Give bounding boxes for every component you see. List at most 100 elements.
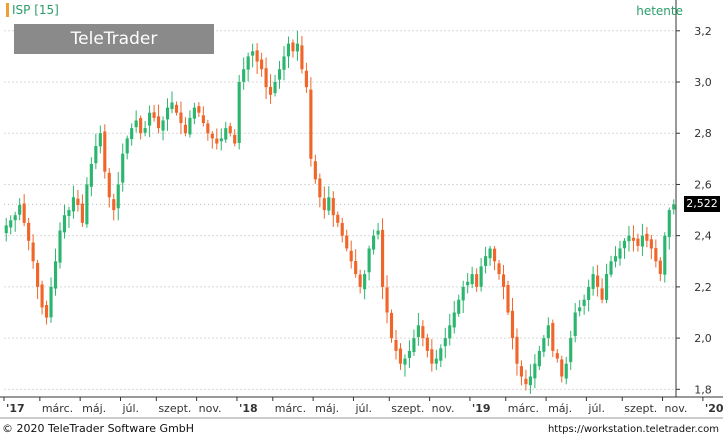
candle [76, 189, 80, 212]
candle [645, 226, 649, 248]
candle [492, 246, 497, 271]
candle-body [501, 274, 506, 287]
candle-body [4, 225, 8, 234]
candle [242, 57, 246, 90]
candle-body [139, 118, 143, 134]
candle [654, 239, 658, 268]
candle [233, 129, 237, 147]
candle-body [161, 120, 165, 131]
candle-body [416, 325, 420, 338]
candle-body [300, 45, 304, 70]
x-tick-label: júl. [121, 402, 139, 415]
x-tick-label: nov. [432, 402, 455, 415]
candle-body [596, 275, 600, 287]
candle [618, 240, 622, 266]
candle [488, 245, 492, 266]
candle-body [667, 210, 671, 238]
candle [264, 57, 268, 100]
candle [201, 106, 205, 127]
candle [165, 98, 170, 131]
candle [148, 105, 152, 138]
candle [452, 300, 456, 334]
candle-body [148, 112, 152, 126]
candle-body [260, 59, 264, 70]
candle-body [233, 134, 237, 144]
candle-body [210, 133, 214, 139]
candle [412, 329, 416, 356]
candle [385, 275, 389, 324]
candle-body [492, 248, 497, 262]
candle-body [519, 366, 524, 377]
candle-body [44, 305, 49, 318]
candle [206, 119, 210, 141]
x-tick-label: máj. [82, 402, 106, 415]
candle [596, 264, 600, 297]
candle-body [609, 261, 613, 275]
candle [340, 217, 344, 243]
candle-body [663, 235, 667, 275]
candle-body [130, 128, 134, 140]
candle [622, 238, 627, 259]
candle-body [134, 120, 138, 128]
candle-body [121, 153, 125, 183]
candle [407, 340, 412, 368]
candle [268, 74, 273, 104]
candle-body [228, 126, 232, 134]
candle-body [291, 42, 295, 52]
candle [578, 300, 582, 317]
candle-body [13, 215, 17, 221]
candle-body [246, 56, 250, 70]
x-tick-label: márc. [42, 402, 73, 415]
y-tick-label: 2,8 [694, 127, 712, 140]
candle-body [385, 287, 389, 313]
candle-body [398, 348, 403, 364]
candle-body [89, 163, 93, 187]
footer-url[interactable]: https://workstation.teletrader.com [547, 424, 719, 435]
candle [210, 131, 214, 149]
axis-layer: 3,2 3,0 2,8 2,6 2,4 2,2 2,0 1,8 '17 márc. máj. júl.… [0, 0, 723, 419]
candle-body [219, 138, 223, 142]
candle [277, 60, 282, 89]
candle [457, 294, 461, 317]
candle [152, 104, 156, 122]
candle [4, 217, 8, 242]
candle [89, 157, 93, 197]
candle [394, 329, 398, 360]
candle-body [542, 338, 546, 352]
candle [389, 309, 394, 343]
candle [9, 215, 13, 235]
candle-body [604, 274, 609, 300]
x-tick-label: '17 [6, 402, 25, 415]
candle [546, 317, 550, 347]
candle-body [488, 248, 492, 259]
candle [555, 349, 559, 363]
candle-body [573, 312, 577, 337]
x-tick-label: szept. [624, 402, 657, 415]
y-tick-label: 2,0 [694, 332, 712, 345]
candle [667, 207, 671, 250]
candle [156, 104, 161, 134]
candle-layer [4, 30, 676, 394]
candle [354, 249, 358, 278]
candle-body [264, 68, 268, 88]
candle [183, 117, 188, 137]
candle-body [170, 102, 174, 110]
candle-body [224, 128, 228, 140]
candle-body [457, 299, 461, 314]
candle-body [322, 198, 326, 211]
candle [470, 266, 474, 289]
candle [515, 328, 519, 376]
candle-body [215, 138, 219, 144]
candle-body [367, 248, 371, 273]
candle-body [103, 131, 107, 172]
candle [466, 272, 470, 294]
candle-body [389, 312, 394, 339]
candle-body [112, 199, 116, 211]
candle-body [237, 82, 241, 143]
candle [260, 52, 264, 77]
candle-body [94, 146, 98, 164]
x-tick-label: júl. [587, 402, 605, 415]
candle-body [201, 115, 205, 123]
candle [31, 234, 35, 269]
period-label[interactable]: hetente [636, 4, 683, 18]
